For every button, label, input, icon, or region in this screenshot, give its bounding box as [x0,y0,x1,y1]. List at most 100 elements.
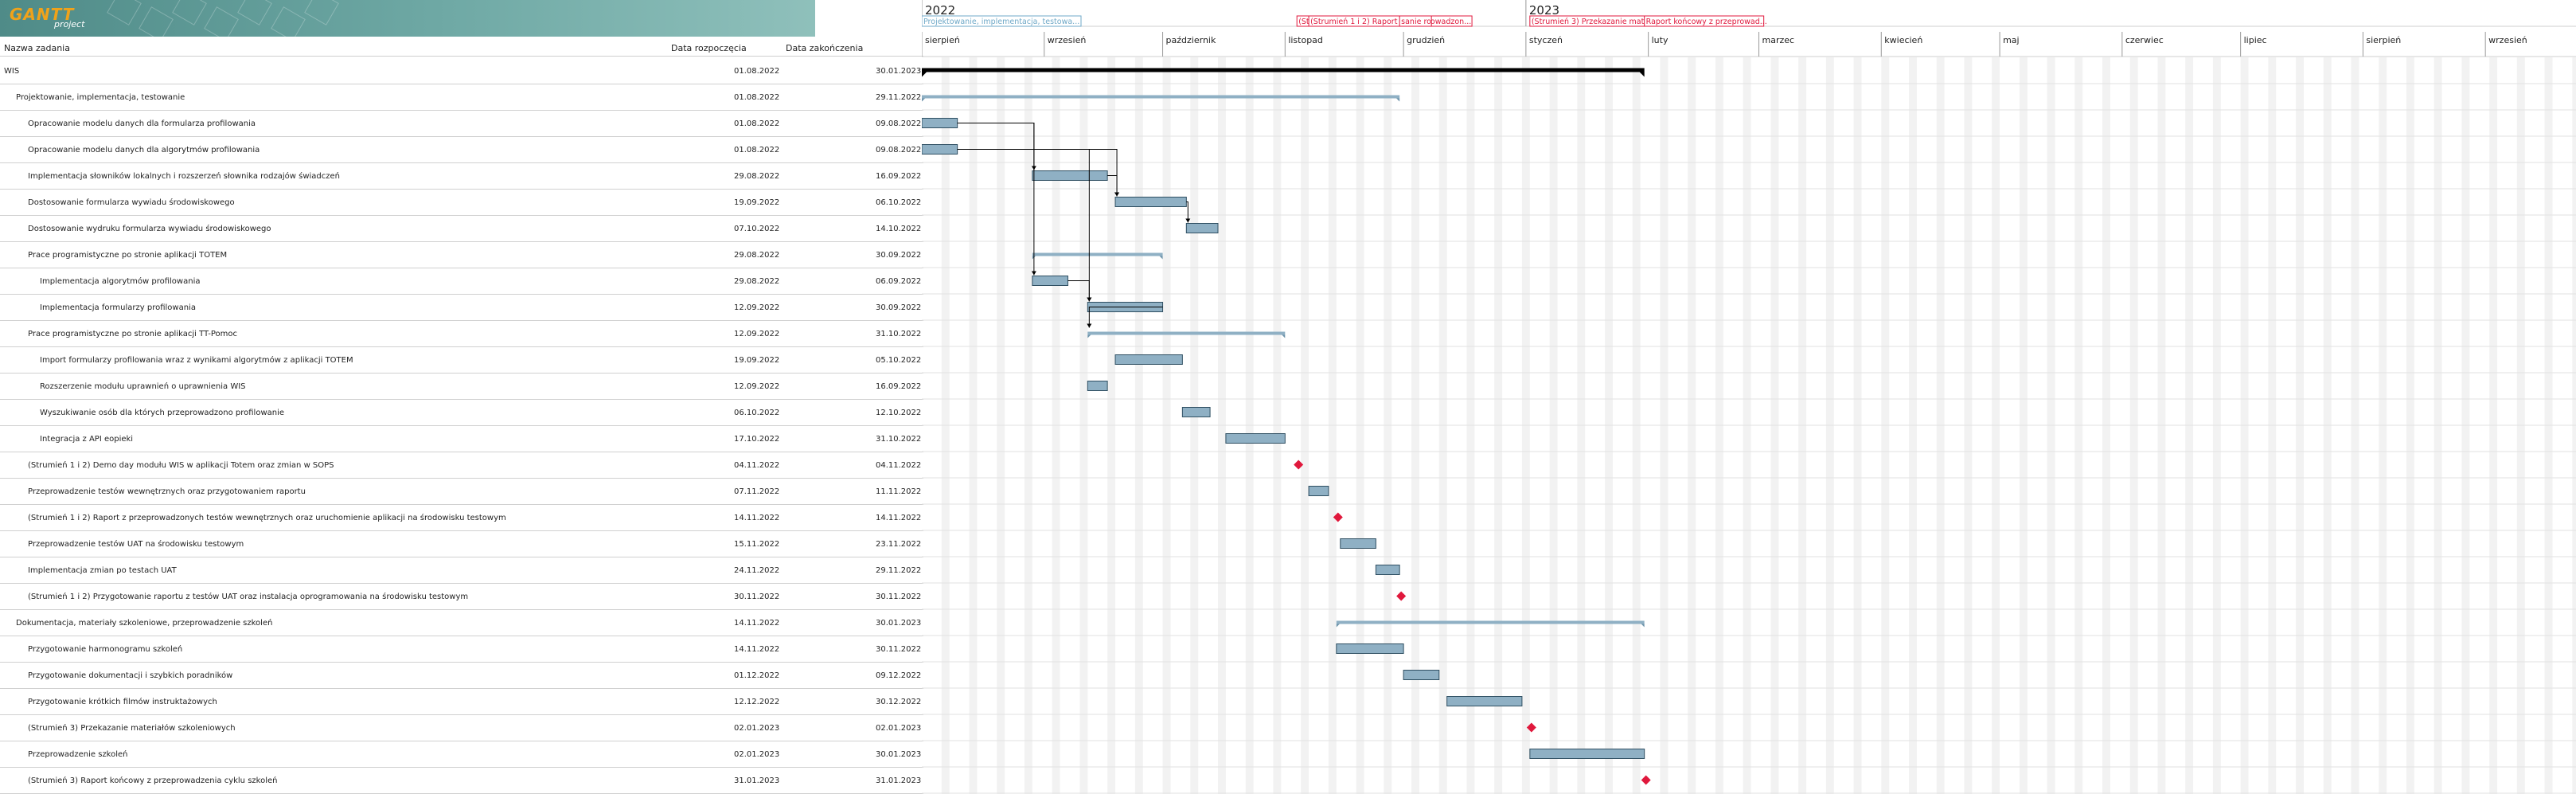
task-end-date: 30.09.2022 [876,251,922,260]
summary-bar[interactable] [1336,620,1645,624]
header-label-box [1644,15,1765,27]
task-bar[interactable] [1529,749,1645,759]
header-label-text: (Strumień 1 i 2) Raport z przeprowadzon.… [1310,18,1471,26]
summary-bar[interactable] [1087,331,1286,335]
summary-bar[interactable] [1032,252,1163,256]
task-row[interactable]: Rozszerzenie modułu uprawnień o uprawnie… [0,373,923,400]
task-row[interactable]: Integracja z API eopieki 17.10.2022 31.10.… [0,425,923,452]
task-row[interactable]: Wyszukiwanie osób dla których przeprowad… [0,399,923,426]
task-row[interactable]: Dostosowanie formularza wywiadu środowis… [0,189,923,216]
dependency-link [957,149,1090,302]
task-name: Przeprowadzenie testów UAT na środowisku… [28,540,244,549]
dependency-arrowhead [1185,218,1191,223]
task-bar[interactable] [1375,565,1400,575]
task-name: Integracja z API eopieki [40,435,134,444]
task-end-date: 31.10.2022 [876,330,922,338]
task-row[interactable]: Prace programistyczne po stronie aplikac… [0,241,923,268]
hex-decoration [271,6,306,37]
task-row[interactable]: Dokumentacja, materiały szkoleniowe, prz… [0,609,923,636]
task-name: Projektowanie, implementacja, testowanie [16,93,185,102]
milestone-marker[interactable] [1294,460,1304,470]
task-bar[interactable] [1336,643,1404,654]
column-header-end[interactable]: Data zakończenia [786,43,864,53]
month-label: lipiec [2244,35,2267,45]
task-name: Przeprowadzenie szkoleń [28,750,128,759]
task-bar[interactable] [922,118,958,128]
task-end-date: 30.01.2023 [876,750,922,759]
task-bar[interactable] [1446,696,1523,706]
hex-decoration [139,6,174,37]
logo-subtext: project [54,19,85,29]
month-label: styczeń [1529,35,1563,45]
task-row[interactable]: (Strumień 3) Przekazanie materiałów szko… [0,714,923,741]
task-row[interactable]: Przeprowadzenie szkoleń 02.01.2023 30.01.2… [0,741,923,768]
task-start-date: 01.08.2022 [734,67,780,76]
task-row[interactable]: Opracowanie modelu danych dla formularza… [0,110,923,137]
task-row[interactable]: (Strumień 1 i 2) Przygotowanie raportu z… [0,583,923,610]
task-row[interactable]: Opracowanie modelu danych dla algorytmów… [0,136,923,163]
task-bar[interactable] [922,144,958,154]
task-row[interactable]: Przeprowadzenie testów wewnętrznych oraz… [0,478,923,505]
milestone-marker[interactable] [1333,512,1343,522]
month-label: listopad [1288,35,1323,45]
task-row[interactable]: Prace programistyczne po stronie aplikac… [0,320,923,347]
task-row[interactable]: Implementacja zmian po testach UAT 24.11.… [0,557,923,584]
task-row[interactable]: Przygotowanie krótkich filmów instruktaż… [0,688,923,715]
task-row[interactable]: Dostosowanie wydruku formularza wywiadu … [0,215,923,242]
task-bar[interactable] [1087,381,1108,391]
task-row[interactable]: Przeprowadzenie testów UAT na środowisku… [0,530,923,557]
task-bar[interactable] [1308,486,1329,496]
task-name: Opracowanie modelu danych dla algorytmów… [28,146,260,154]
column-header-start[interactable]: Data rozpoczęcia [671,43,747,53]
task-end-date: 31.01.2023 [876,776,922,785]
task-end-date: 12.10.2022 [876,409,922,417]
milestone-marker[interactable] [1641,775,1651,785]
task-end-date: 30.11.2022 [876,645,922,654]
task-bar[interactable] [1032,276,1069,286]
task-start-date: 29.08.2022 [734,277,780,286]
task-start-date: 14.11.2022 [734,645,780,654]
hex-decoration [304,0,339,25]
task-row[interactable]: Przygotowanie dokumentacji i szybkich po… [0,662,923,689]
project-bar[interactable] [922,68,1645,72]
task-row[interactable]: Przygotowanie harmonogramu szkoleń 14.11.… [0,636,923,663]
header-label-box [1399,15,1432,27]
task-bar[interactable] [1114,354,1183,365]
task-bar[interactable] [1403,670,1440,680]
task-end-date: 11.11.2022 [876,487,922,496]
task-row[interactable]: (Strumień 1 i 2) Raport z przeprowadzony… [0,504,923,531]
task-start-date: 30.11.2022 [734,593,780,601]
task-row[interactable]: WIS 01.08.2022 30.01.2023 [0,57,923,84]
task-bar[interactable] [1340,538,1376,549]
month-label: grudzień [1407,35,1445,45]
summary-bar-cap [1336,624,1340,628]
milestone-marker[interactable] [1526,722,1536,733]
task-row[interactable]: (Strumień 1 i 2) Demo day modułu WIS w a… [0,452,923,479]
task-name: (Strumień 1 i 2) Przygotowanie raportu z… [28,593,469,601]
task-row[interactable]: Implementacja algorytmów profilowania 29.… [0,268,923,295]
task-row[interactable]: Projektowanie, implementacja, testowanie… [0,84,923,111]
task-name: Import formularzy profilowania wraz z wy… [40,356,353,365]
task-row[interactable]: Import formularzy profilowania wraz z wy… [0,346,923,374]
task-bar[interactable] [1181,407,1211,417]
task-bar[interactable] [1225,433,1286,444]
task-bar[interactable] [1185,223,1219,233]
task-row[interactable]: (Strumień 3) Raport końcowy z przeprowad… [0,767,923,794]
task-bar[interactable] [1114,197,1187,207]
summary-bar-cap [1087,334,1091,338]
task-name: (Strumień 3) Przekazanie materiałów szko… [28,724,236,733]
column-header-name[interactable]: Nazwa zadania [4,43,70,53]
summary-bar[interactable] [922,95,1400,99]
summary-bar-cap [922,98,925,102]
task-bar[interactable] [1032,170,1108,181]
task-start-date: 12.09.2022 [734,330,780,338]
task-name: Implementacja algorytmów profilowania [40,277,201,286]
summary-bar-cap [1282,334,1286,338]
task-row[interactable]: Implementacja słowników lokalnych i rozs… [0,162,923,190]
milestone-marker[interactable] [1396,591,1407,601]
task-start-date: 17.10.2022 [734,435,780,444]
task-row[interactable]: Implementacja formularzy profilowania 12.… [0,294,923,321]
header-label-text: Projektowanie, implementacja, testowa... [923,18,1079,26]
hex-decoration [237,0,272,25]
task-end-date: 09.08.2022 [876,119,922,128]
